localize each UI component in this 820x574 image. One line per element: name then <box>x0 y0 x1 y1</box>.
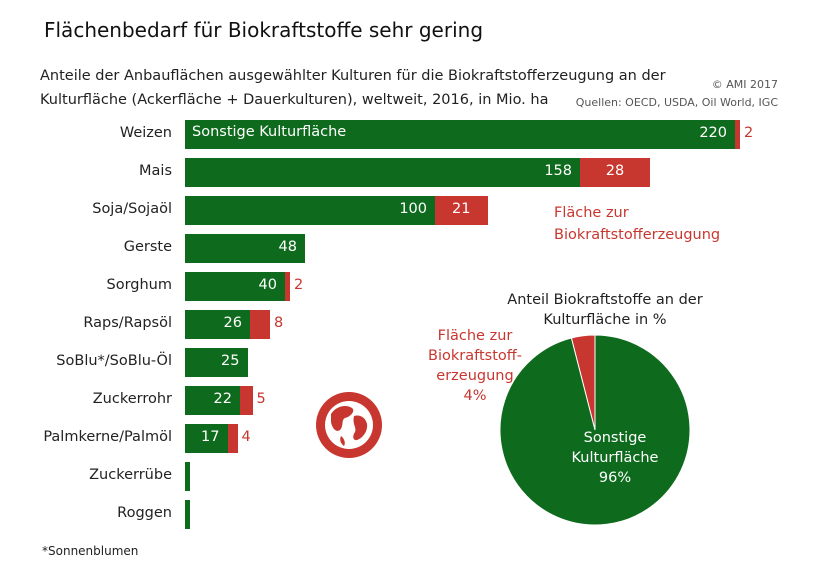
bar-segment-other <box>185 348 248 377</box>
bar-value-biofuel: 2 <box>294 277 304 293</box>
category-label: Zuckerrübe <box>89 467 172 483</box>
bar-segment-biofuel <box>580 158 650 187</box>
pie-red-label: Fläche zur Biokraftstoff- erzeugung 4% <box>410 326 540 406</box>
bar-segment-other <box>185 462 190 491</box>
bar-value-other: 48 <box>278 239 297 255</box>
bar-value-biofuel: 28 <box>605 163 625 179</box>
bar-segment-other <box>185 386 240 415</box>
chart-title: Flächenbedarf für Biokraftstoffe sehr ge… <box>44 18 484 42</box>
bar-segment-other <box>185 272 285 301</box>
copyright-note: © AMI 2017 <box>711 78 778 91</box>
category-label: Mais <box>139 163 172 179</box>
bar-value-other: 17 <box>201 429 220 445</box>
pie-red-label-line3: erzeugung <box>436 368 514 384</box>
in-bar-series-label: Sonstige Kulturfläche <box>192 124 347 140</box>
bar-segment-biofuel <box>250 310 270 339</box>
bar-value-biofuel: 8 <box>274 315 284 331</box>
pie-green-label-line1: Sonstige <box>583 430 647 446</box>
bar-segment-other <box>185 120 735 149</box>
pie-title-line1: Anteil Biokraftstoffe an der <box>507 292 703 308</box>
bar-value-other: 220 <box>699 125 727 141</box>
pie-red-label-line2: Biokraftstoff- <box>428 348 522 364</box>
category-label: SoBlu*/SoBlu-Öl <box>56 353 172 369</box>
bar-value-biofuel: 4 <box>241 429 251 445</box>
globe-icon <box>316 392 382 458</box>
pie-title: Anteil Biokraftstoffe an der Kulturfläch… <box>480 290 730 330</box>
bar-value-other: 26 <box>223 315 242 331</box>
red-series-note: Fläche zur Biokraftstofferzeugung <box>554 202 720 246</box>
bar-segment-other <box>185 234 305 263</box>
pie-title-line2: Kulturfläche in % <box>543 312 667 328</box>
pie-red-label-line1: Fläche zur <box>437 328 513 344</box>
bar-value-other: 25 <box>221 353 240 369</box>
category-label: Roggen <box>117 505 172 521</box>
bar-segment-other <box>185 310 250 339</box>
category-label: Sorghum <box>106 277 173 293</box>
bar-segment-biofuel <box>240 386 253 415</box>
chart-subtitle-line1: Anteile der Anbauflächen ausgewählter Ku… <box>40 68 666 84</box>
bar-value-biofuel: 5 <box>256 391 266 407</box>
sources-note: Quellen: OECD, USDA, Oil World, IGC <box>575 96 778 109</box>
bar-segment-biofuel <box>227 424 238 453</box>
bar-value-other: 158 <box>544 163 572 179</box>
bar-segment-biofuel <box>285 272 290 301</box>
pie-green-percent: 96% <box>598 470 632 486</box>
category-label: Gerste <box>123 239 172 255</box>
pie-chart <box>499 334 691 526</box>
category-label: Soja/Sojaöl <box>92 201 172 217</box>
bar-value-other: 40 <box>258 277 277 293</box>
bar-value-other: 22 <box>213 391 232 407</box>
category-label: Palmkerne/Palmöl <box>43 429 172 445</box>
bar-value-biofuel: 21 <box>452 201 471 217</box>
pie-green-label: Sonstige Kulturfläche 96% <box>550 428 680 488</box>
bar-segment-other <box>185 196 435 225</box>
red-series-note-line1: Fläche zur <box>554 205 629 221</box>
category-label: Raps/Rapsöl <box>83 315 172 331</box>
bar-segment-other <box>185 500 190 529</box>
pie-green-label-line2: Kulturfläche <box>571 450 659 466</box>
bar-segment-other <box>185 424 228 453</box>
pie-red-percent: 4% <box>463 388 487 404</box>
pie-slice <box>499 334 691 526</box>
bar-value-biofuel: 2 <box>744 125 754 141</box>
bar-segment-biofuel <box>435 196 488 225</box>
chart-subtitle-line2: Kulturfläche (Ackerfläche + Dauerkulture… <box>40 92 549 108</box>
bar-segment-other <box>185 158 580 187</box>
category-label: Zuckerrohr <box>92 391 172 407</box>
bar-segment-biofuel <box>735 120 740 149</box>
footnote: *Sonnenblumen <box>42 544 139 558</box>
category-label: Weizen <box>119 125 172 141</box>
red-series-note-line2: Biokraftstofferzeugung <box>554 227 721 243</box>
bar-value-other: 100 <box>399 201 427 217</box>
